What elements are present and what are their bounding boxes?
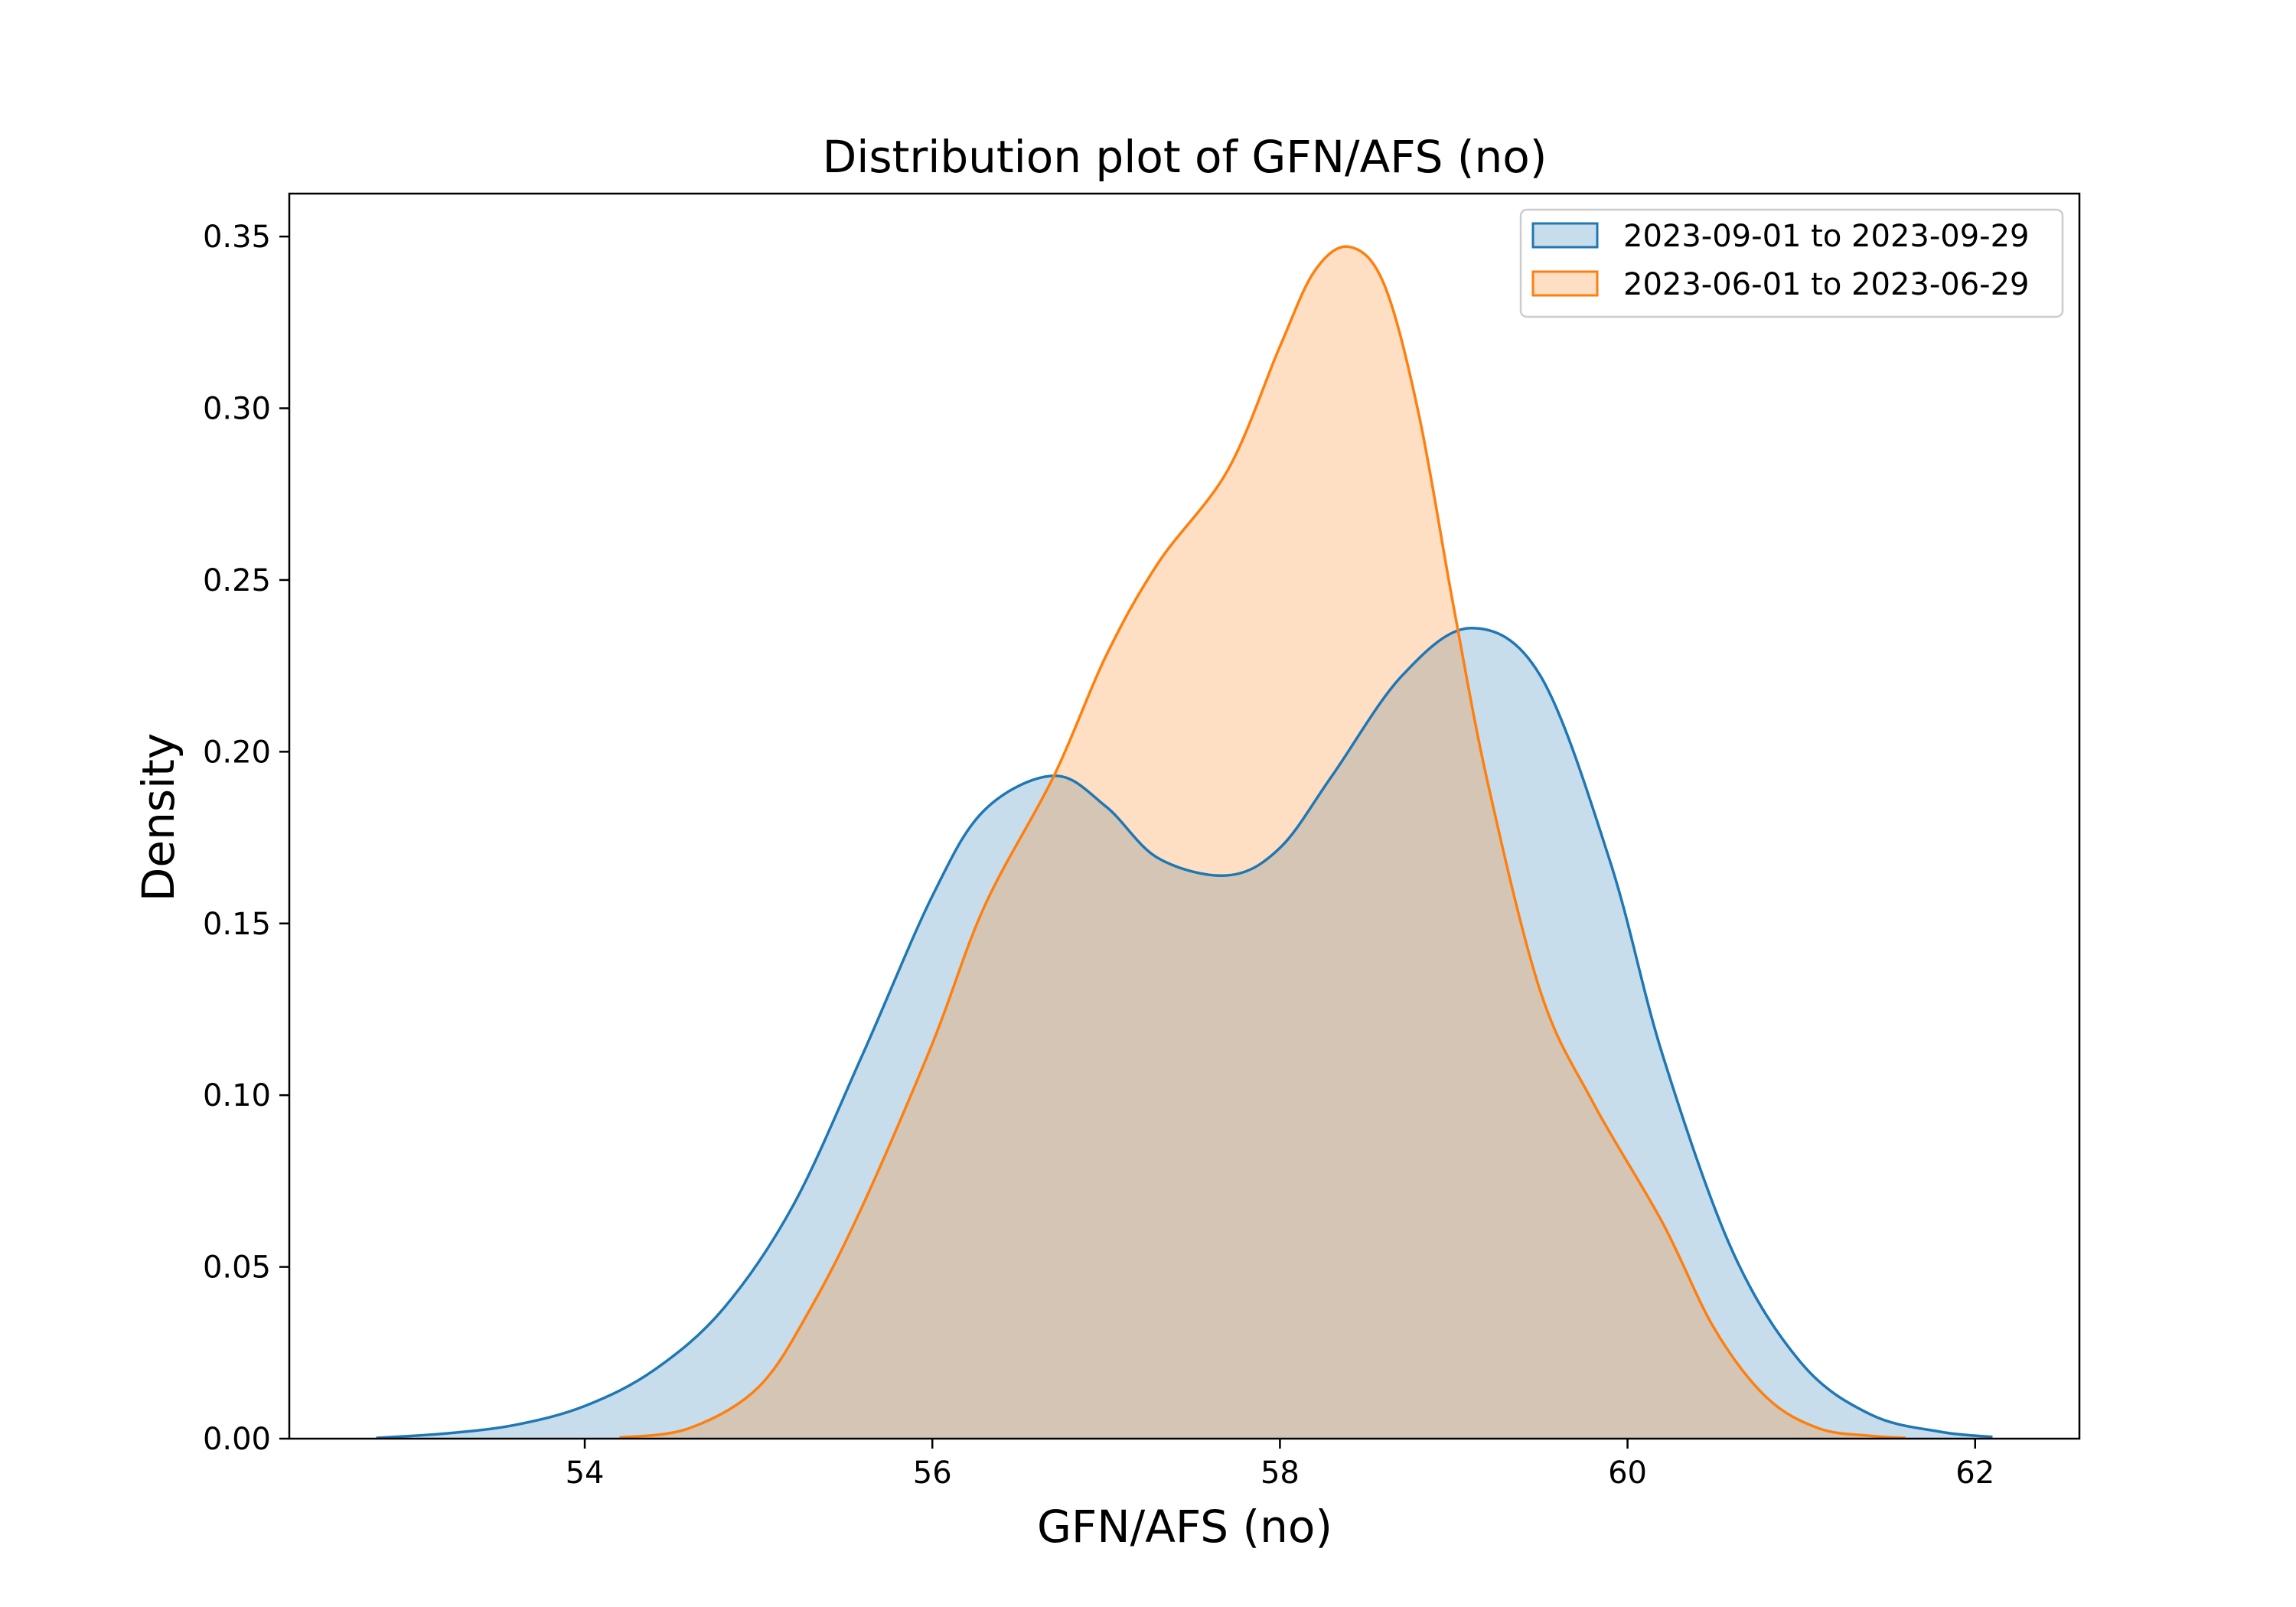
- x-tick-label: 58: [1261, 1455, 1300, 1491]
- density-line-series-1: [376, 627, 1993, 1439]
- y-tick-label: 0.10: [203, 1078, 271, 1113]
- x-axis: 54 56 58 60 62: [566, 1439, 1994, 1491]
- chart-title: Distribution plot of GFN/AFS (no): [823, 131, 1548, 183]
- y-axis: 0.00 0.05 0.10 0.15 0.20 0.25 0.30 0.35: [203, 220, 289, 1457]
- series-layer: [376, 245, 1993, 1439]
- x-tick-label: 62: [1955, 1455, 1994, 1491]
- x-tick-label: 60: [1608, 1455, 1647, 1491]
- legend-swatch-series-1: [1531, 222, 1599, 249]
- legend-label-series-2: 2023-06-01 to 2023-06-29: [1623, 267, 2030, 302]
- legend-label-series-1: 2023-09-01 to 2023-09-29: [1623, 219, 2030, 254]
- density-line-series-2: [619, 245, 1906, 1439]
- y-tick-label: 0.05: [203, 1250, 271, 1286]
- y-tick-label: 0.15: [203, 907, 271, 942]
- plot-frame: [288, 192, 2081, 1440]
- legend-swatch-series-2: [1531, 270, 1599, 297]
- density-area-series-2: [619, 246, 1906, 1439]
- x-axis-label: GFN/AFS (no): [1037, 1501, 1332, 1553]
- y-tick-label: 0.30: [203, 392, 271, 427]
- y-tick-label: 0.25: [203, 563, 271, 598]
- plot-area: [288, 192, 2081, 1440]
- y-tick-label: 0.35: [203, 220, 271, 255]
- legend-frame: [1519, 208, 2064, 318]
- y-tick-label: 0.00: [203, 1422, 271, 1457]
- x-tick-label: 54: [566, 1455, 605, 1491]
- y-tick-label: 0.20: [203, 735, 271, 770]
- legend: 2023-09-01 to 2023-09-29 2023-06-01 to 2…: [1519, 208, 2064, 318]
- y-axis-label: Density: [132, 733, 184, 902]
- density-area-series-1: [376, 627, 1993, 1439]
- x-tick-label: 56: [913, 1455, 952, 1491]
